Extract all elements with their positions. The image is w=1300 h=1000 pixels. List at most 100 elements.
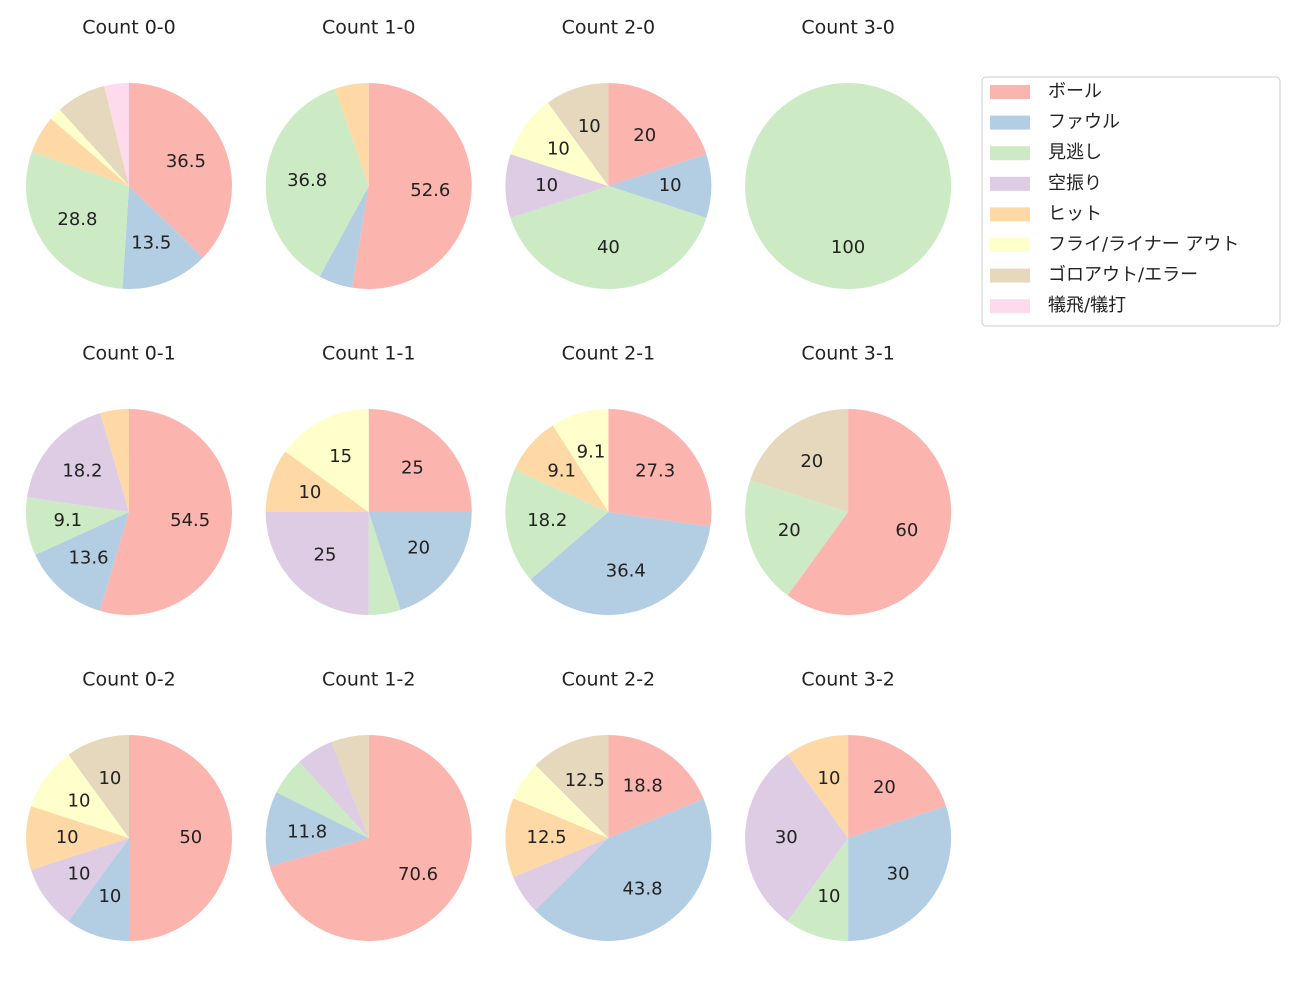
legend-swatch [990,299,1030,314]
legend-swatch [990,85,1030,99]
chart-title: Count 0-2 [82,669,176,691]
legend-label: 犠飛/犠打 [1048,295,1126,316]
value-label: 52.6 [410,180,450,201]
pie-slice [552,409,609,512]
pie-slice [608,154,712,218]
value-label: 15 [329,446,352,467]
pie-slice [513,838,609,911]
chart-title: Count 1-2 [322,669,416,691]
chart-title: Count 3-0 [801,17,895,39]
pie-slice [510,102,609,186]
pie-slice [535,735,609,838]
legend-label: ヒット [1048,203,1102,224]
legend-swatch [990,146,1030,161]
legend-swatch [990,268,1030,283]
pie-slice [25,497,130,555]
pie-slice [505,469,609,580]
value-label: 54.5 [170,510,210,531]
pie-slice [25,806,129,870]
pie-slice [514,425,609,512]
pie-slice [100,409,129,512]
pie-slice [265,792,369,867]
value-label: 9.1 [54,510,83,531]
value-label: 20 [800,451,823,472]
chart-title: Count 1-1 [322,343,416,365]
value-label: 25 [314,545,337,566]
value-label: 20 [778,520,801,541]
pie-slice [129,735,232,941]
pie-slice [99,409,233,615]
pie-slice [505,154,609,218]
pie-slice [27,413,130,512]
pie-slice [535,798,712,941]
pie-slice [265,88,369,277]
pie-slice [787,838,849,941]
pie-slice [608,83,707,186]
value-label: 60 [895,520,918,541]
value-label: 25 [401,457,424,478]
value-label: 9.1 [577,442,606,463]
pie-slice [129,83,233,258]
value-label: 10 [56,827,79,848]
pie-slice [31,838,129,922]
pie-slice [608,735,704,838]
chart-title: Count 1-0 [322,17,416,39]
value-label: 18.8 [623,776,663,797]
pie-slice [265,451,369,512]
value-label: 27.3 [635,461,675,482]
value-label: 10 [68,791,91,812]
pie-slice [265,512,369,615]
pie-slice [59,86,130,186]
value-label: 18.2 [62,460,102,481]
pie-slice [505,798,609,878]
value-label: 40 [597,237,620,258]
value-label: 20 [873,777,896,798]
value-label: 10 [68,863,91,884]
value-label: 36.8 [287,170,327,191]
value-label: 36.4 [606,560,646,581]
pie-slice [335,83,369,186]
pie-slice [104,83,129,186]
legend-swatch [990,115,1030,130]
value-label: 30 [775,827,798,848]
chart-title: Count 3-1 [801,343,895,365]
value-label: 13.5 [131,233,171,254]
value-label: 10 [818,886,841,907]
pie-slice [608,409,712,527]
pie-slice [530,512,711,616]
pie-slice [276,761,369,838]
legend-label: ゴロアウト/エラー [1048,265,1198,286]
pie-slice [510,186,707,289]
pie-slice [299,741,369,838]
pie-slice [122,186,203,289]
pie-slice [368,512,401,615]
value-label: 10 [98,886,121,907]
value-label: 10 [298,482,321,503]
pie-slice [35,512,129,611]
chart-title: Count 2-2 [562,669,656,691]
pie-slice [319,186,369,288]
value-label: 10 [547,139,570,160]
chart-title: Count 2-1 [562,343,656,365]
chart-title: Count 0-0 [82,17,176,39]
value-label: 20 [407,537,430,558]
chart-title: Count 3-2 [801,669,895,691]
pie-slice [368,409,472,512]
pie-slice [68,838,129,941]
pie-slice [31,754,129,838]
legend-swatch [990,238,1030,252]
value-label: 28.8 [57,209,97,230]
pie-slice [368,512,472,610]
pie-slice [51,109,129,186]
pie-slice [787,409,952,616]
pie-slice [269,735,472,942]
legend-box [981,76,1281,327]
pie-slice [750,409,849,512]
pie-slice [351,83,472,289]
legend-swatch [990,176,1030,191]
pie-slice [848,806,952,941]
pie-slice [331,735,369,838]
legend-label: 見逃し [1048,142,1102,163]
pie-slice [848,735,947,838]
pie-slice [285,409,369,512]
